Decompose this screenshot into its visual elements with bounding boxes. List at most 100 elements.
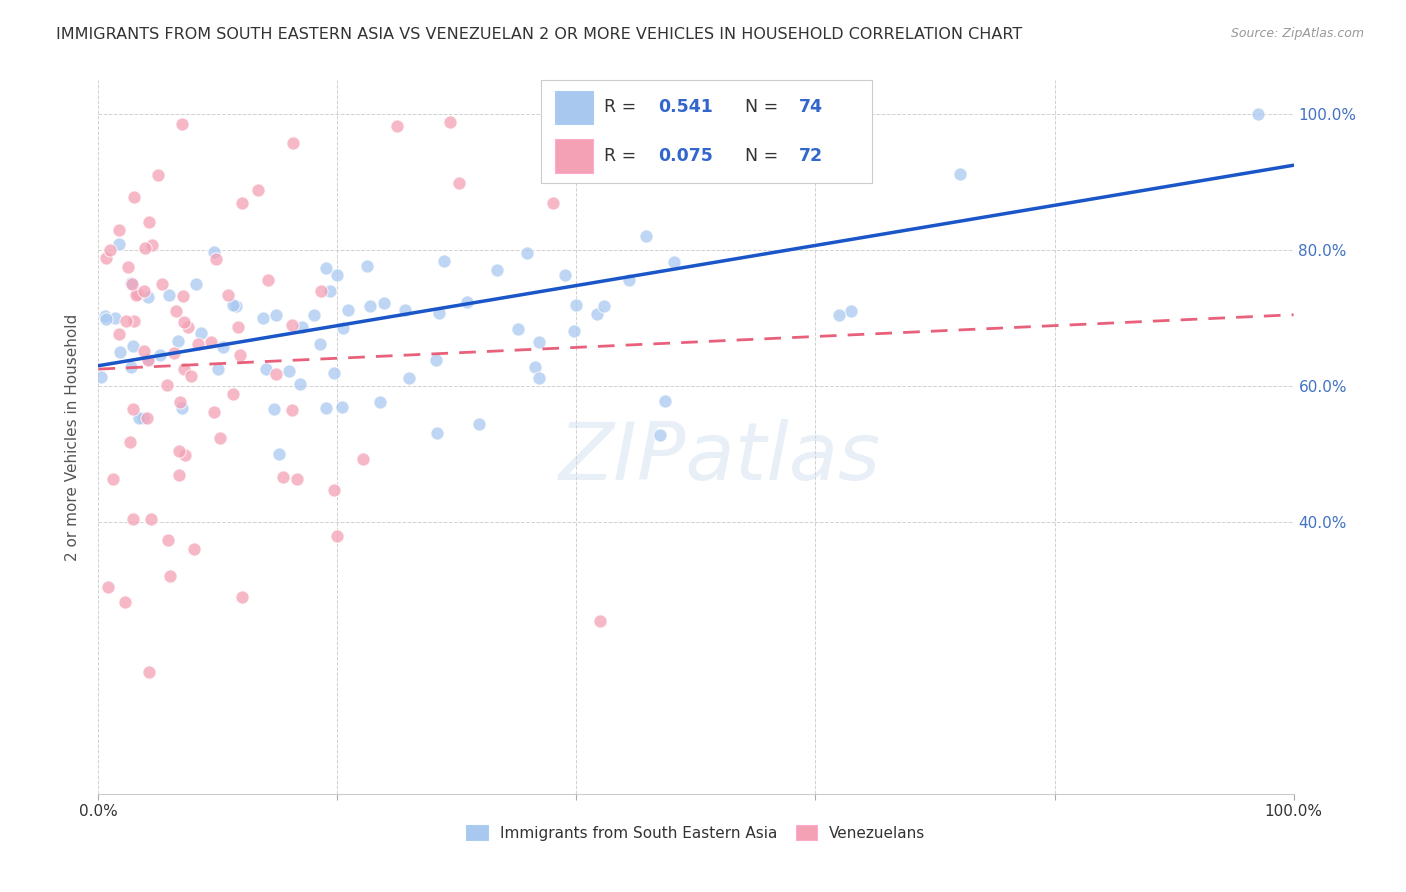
Point [132,344,155,359]
Point [229,348,252,362]
Point [326,268,349,282]
Point [122,339,145,353]
Point [159,569,181,583]
Point [439,115,461,129]
Point [120,276,142,290]
Point [150,277,173,291]
Point [359,299,381,313]
Text: Source: ZipAtlas.com: Source: ZipAtlas.com [1230,27,1364,40]
Point [222,298,245,312]
Point [264,367,287,381]
Point [368,394,391,409]
Y-axis label: 2 or more Vehicles in Household: 2 or more Vehicles in Household [65,313,80,561]
Point [231,590,253,604]
Text: N =: N = [745,147,783,165]
Text: R =: R = [605,98,641,116]
Point [398,371,420,385]
Point [173,315,195,329]
Point [148,169,170,183]
Point [207,362,229,376]
Point [173,361,195,376]
Point [828,308,851,322]
Point [122,190,145,204]
Point [425,353,447,368]
Point [184,277,207,292]
Point [516,246,538,260]
Point [202,244,225,259]
Point [302,308,325,322]
Point [115,314,138,328]
Point [592,299,614,313]
Point [589,614,612,628]
Point [291,320,314,334]
Point [101,472,124,486]
Point [337,303,360,318]
Point [131,411,153,425]
Point [433,254,456,268]
Point [315,260,337,275]
Point [157,533,180,547]
Point [117,260,139,274]
Point [281,318,304,333]
Point [166,334,188,348]
Point [288,376,311,391]
Point [427,306,450,320]
Point [170,401,193,415]
Point [136,290,159,304]
Point [136,353,159,368]
Point [263,401,285,416]
Point [468,417,491,431]
Point [562,324,585,338]
Point [190,326,212,340]
Point [122,401,145,416]
Point [246,184,269,198]
Point [565,297,588,311]
Point [202,405,225,419]
Text: ZIPatlas: ZIPatlas [558,419,882,498]
Point [94,252,117,266]
Point [352,451,374,466]
Point [108,345,131,359]
Point [271,469,294,483]
Point [98,243,121,257]
Point [506,321,529,335]
Point [326,528,349,542]
Point [308,336,330,351]
Point [264,309,287,323]
Point [134,241,156,255]
Point [586,307,609,321]
Point [108,327,131,342]
Point [527,371,550,385]
Point [108,223,131,237]
Point [122,314,145,328]
Point [527,335,550,350]
Point [269,447,291,461]
Point [636,229,658,244]
Point [177,319,200,334]
Point [121,512,143,526]
Point [211,340,233,354]
Point [120,434,142,449]
Point [94,310,117,324]
Point [156,378,179,392]
Point [449,176,471,190]
FancyBboxPatch shape [554,91,592,124]
Point [456,295,478,310]
Point [180,369,202,384]
Point [90,369,112,384]
Point [323,366,346,380]
Text: R =: R = [605,147,641,165]
Point [172,118,194,132]
Point [281,403,304,417]
Point [139,512,162,526]
Point [183,542,205,557]
Point [541,195,564,210]
Point [226,320,249,334]
Point [256,273,278,287]
Point [841,304,863,318]
Point [121,277,143,292]
Point [169,395,191,409]
Point [617,273,640,287]
Point [1247,107,1270,121]
Point [281,136,304,151]
